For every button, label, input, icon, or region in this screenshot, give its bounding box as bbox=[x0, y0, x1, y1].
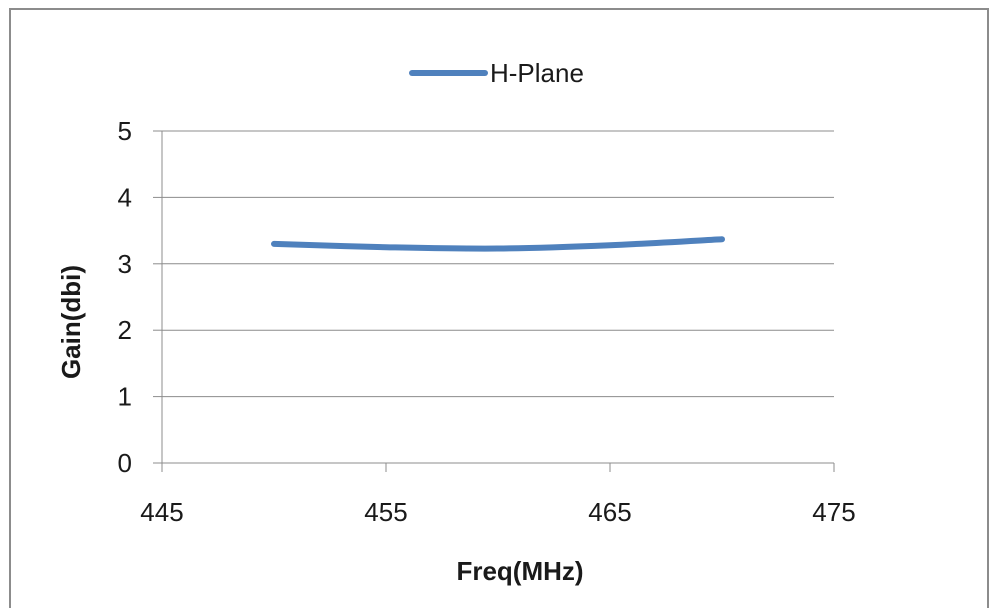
y-tick-label-4: 4 bbox=[118, 182, 132, 212]
chart-frame bbox=[9, 8, 989, 608]
x-axis-title: Freq(MHz) bbox=[456, 556, 583, 586]
x-tick-label-465: 465 bbox=[588, 497, 631, 527]
y-tick-label-2: 2 bbox=[118, 315, 132, 345]
axes bbox=[153, 130, 835, 472]
legend: H-Plane bbox=[409, 58, 584, 88]
y-axis-title: Gain(dbi) bbox=[56, 265, 86, 379]
x-tick-label-445: 445 bbox=[140, 497, 183, 527]
series-layer bbox=[271, 236, 725, 252]
grid-lines bbox=[162, 130, 834, 398]
y-tick-label-5: 5 bbox=[118, 116, 132, 146]
series-line-h-plane bbox=[271, 236, 725, 252]
y-tick-label-0: 0 bbox=[118, 448, 132, 478]
tick-labels: 0 1 2 3 4 5 445 455 465 475 bbox=[118, 116, 856, 527]
legend-label-h-plane: H-Plane bbox=[490, 58, 584, 88]
y-tick-label-1: 1 bbox=[118, 382, 132, 412]
y-tick-label-3: 3 bbox=[118, 249, 132, 279]
x-tick-label-455: 455 bbox=[364, 497, 407, 527]
x-tick-label-475: 475 bbox=[812, 497, 855, 527]
